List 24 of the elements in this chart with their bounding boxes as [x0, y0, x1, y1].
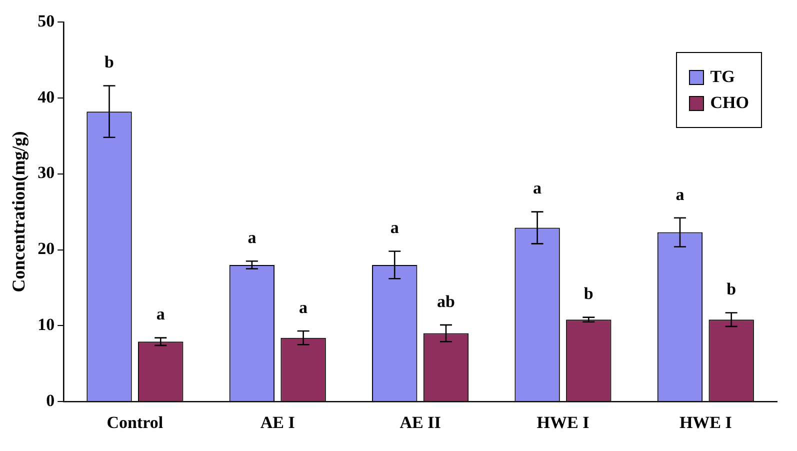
data-label: b — [104, 52, 114, 72]
y-tick-label: 40 — [38, 87, 55, 106]
data-label: a — [533, 178, 542, 198]
legend-label: TG — [710, 67, 735, 87]
x-tick-label: HWE I — [679, 413, 732, 432]
x-tick-label: Control — [106, 413, 164, 432]
data-label: a — [156, 304, 166, 324]
data-label: b — [584, 284, 594, 304]
y-tick-label: 20 — [38, 239, 55, 258]
data-label: a — [676, 184, 685, 204]
data-label: ab — [437, 292, 455, 311]
x-tick-label: AE II — [400, 413, 442, 432]
y-tick-label: 30 — [38, 163, 55, 182]
data-label: a — [390, 218, 400, 238]
data-label: a — [299, 298, 308, 317]
data-label: a — [248, 228, 257, 248]
y-tick-label: 0 — [46, 390, 55, 410]
x-tick-label: HWE I — [536, 413, 590, 432]
y-axis-title: Concentration(mg/g) — [8, 131, 28, 292]
y-tick-label: 10 — [38, 315, 55, 334]
data-label: b — [726, 280, 736, 299]
x-tick-label: AE I — [260, 413, 296, 432]
y-tick-label: 50 — [38, 11, 55, 30]
legend-label: CHO — [710, 93, 749, 113]
